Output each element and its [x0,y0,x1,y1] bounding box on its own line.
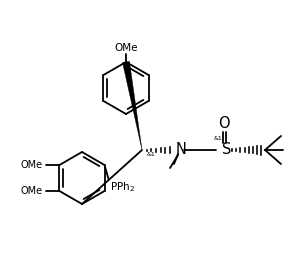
Text: O: O [218,116,230,132]
Text: &1: &1 [214,137,223,141]
Text: OMe: OMe [20,160,43,170]
Text: OMe: OMe [20,186,43,196]
Text: &1: &1 [147,151,156,157]
Polygon shape [123,61,142,150]
Text: OMe: OMe [114,43,138,53]
Text: N: N [176,143,187,157]
Text: S: S [222,143,231,157]
Text: PPh$_2$: PPh$_2$ [110,180,135,194]
